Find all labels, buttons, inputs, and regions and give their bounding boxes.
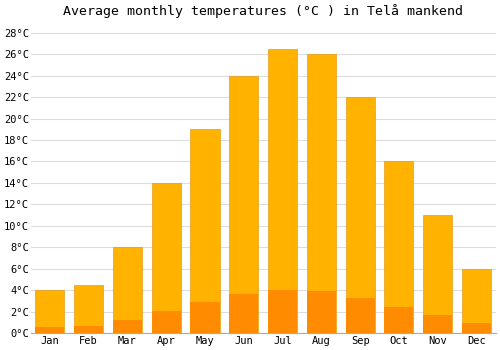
Bar bbox=[307, 54, 336, 333]
Bar bbox=[346, 298, 374, 333]
Bar bbox=[36, 290, 64, 333]
Bar bbox=[230, 294, 258, 333]
Bar bbox=[423, 215, 452, 333]
Bar bbox=[36, 327, 64, 333]
Bar bbox=[268, 290, 297, 333]
Bar bbox=[462, 323, 491, 333]
Bar bbox=[307, 291, 336, 333]
Bar bbox=[74, 285, 104, 333]
Bar bbox=[152, 310, 181, 333]
Bar bbox=[462, 269, 491, 333]
Title: Average monthly temperatures (°C ) in Telå mankend: Average monthly temperatures (°C ) in Te… bbox=[63, 4, 463, 18]
Bar bbox=[152, 183, 181, 333]
Bar bbox=[268, 49, 297, 333]
Bar bbox=[384, 161, 414, 333]
Bar bbox=[113, 320, 142, 333]
Bar bbox=[230, 76, 258, 333]
Bar bbox=[346, 97, 374, 333]
Bar bbox=[384, 307, 414, 333]
Bar bbox=[74, 326, 104, 333]
Bar bbox=[423, 315, 452, 333]
Bar bbox=[113, 247, 142, 333]
Bar bbox=[190, 302, 220, 333]
Bar bbox=[190, 129, 220, 333]
